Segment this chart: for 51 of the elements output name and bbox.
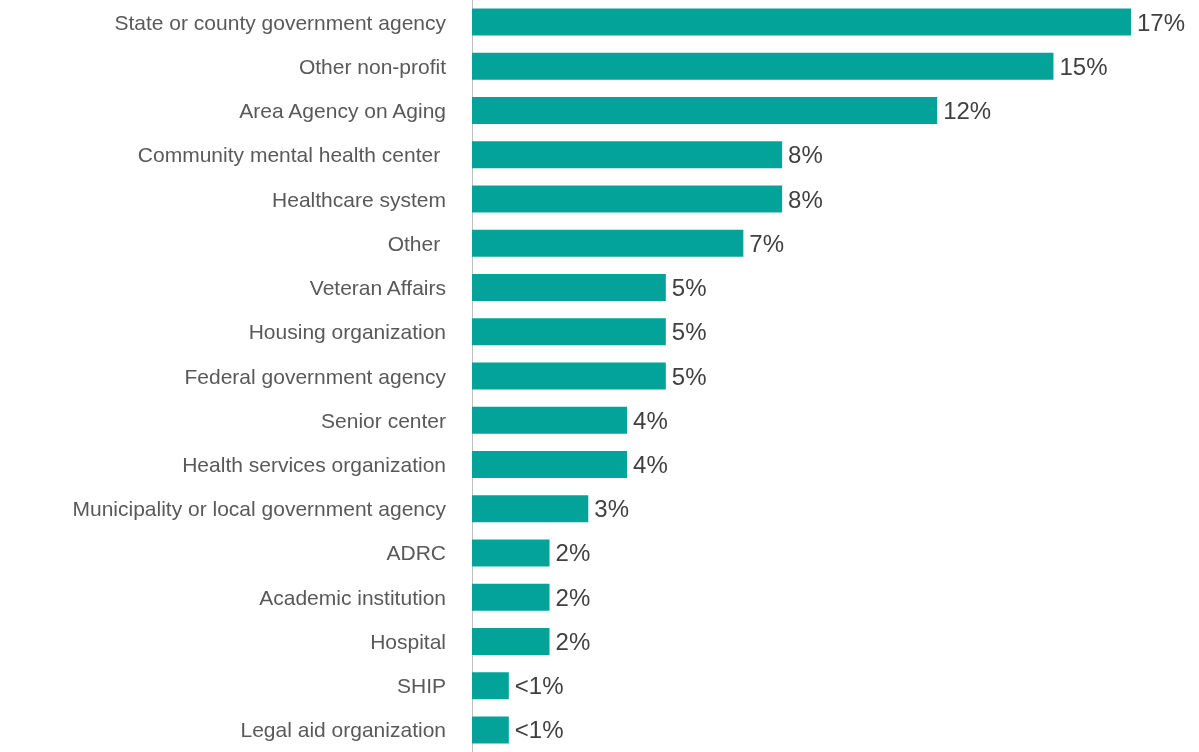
data-label: 4% <box>633 450 668 478</box>
bar <box>472 362 666 390</box>
y-tick-label: Legal aid organization <box>240 718 446 742</box>
bar <box>472 185 783 213</box>
data-label: 2% <box>555 583 591 611</box>
data-label: 5% <box>671 318 707 346</box>
data-label: 15% <box>1059 52 1108 80</box>
bar <box>472 583 550 611</box>
y-tick-label: Health services organization <box>182 452 446 476</box>
y-tick-label: State or county government agency <box>114 10 447 34</box>
y-tick-label: Other non-profit <box>298 54 447 78</box>
bar <box>472 450 628 478</box>
y-tick-label: ADRC <box>386 541 446 565</box>
data-label: 5% <box>671 362 707 390</box>
bar <box>472 97 938 125</box>
bar <box>472 539 550 567</box>
data-label: 2% <box>555 539 591 567</box>
bar <box>472 52 1054 80</box>
y-tick-label: Municipality or local government agency <box>72 497 447 521</box>
bar <box>472 406 628 434</box>
y-tick-label: Academic institution <box>259 585 446 609</box>
bar <box>472 716 509 744</box>
data-label: 7% <box>749 229 785 257</box>
y-tick-label: Senior center <box>321 408 446 432</box>
y-tick-label: Community mental health center <box>137 143 446 167</box>
data-label: 8% <box>788 185 823 213</box>
y-tick-label: Healthcare system <box>272 187 446 211</box>
y-tick-label: Veteran Affairs <box>309 276 446 300</box>
y-tick-label: Area Agency on Aging <box>239 99 446 123</box>
y-tick-label: Hospital <box>370 629 446 653</box>
data-label: 2% <box>555 627 591 655</box>
y-tick-label: Housing organization <box>248 320 446 344</box>
y-tick-label: Other <box>387 231 446 255</box>
y-tick-label: Federal government agency <box>184 364 447 388</box>
bar <box>472 672 509 700</box>
bar <box>472 229 744 257</box>
bar <box>472 495 589 523</box>
bar <box>472 318 666 346</box>
bar <box>472 141 783 169</box>
data-label: 3% <box>594 495 629 523</box>
data-label: 5% <box>671 274 707 302</box>
bar <box>472 8 1131 36</box>
data-label: <1% <box>514 716 564 744</box>
data-label: 4% <box>633 406 668 434</box>
y-tick-label: SHIP <box>396 674 446 698</box>
bar <box>472 627 550 655</box>
data-label: 8% <box>788 141 823 169</box>
data-label: 12% <box>943 97 992 125</box>
bar <box>472 274 666 302</box>
data-label: <1% <box>514 672 564 700</box>
data-label: 17% <box>1137 8 1186 36</box>
